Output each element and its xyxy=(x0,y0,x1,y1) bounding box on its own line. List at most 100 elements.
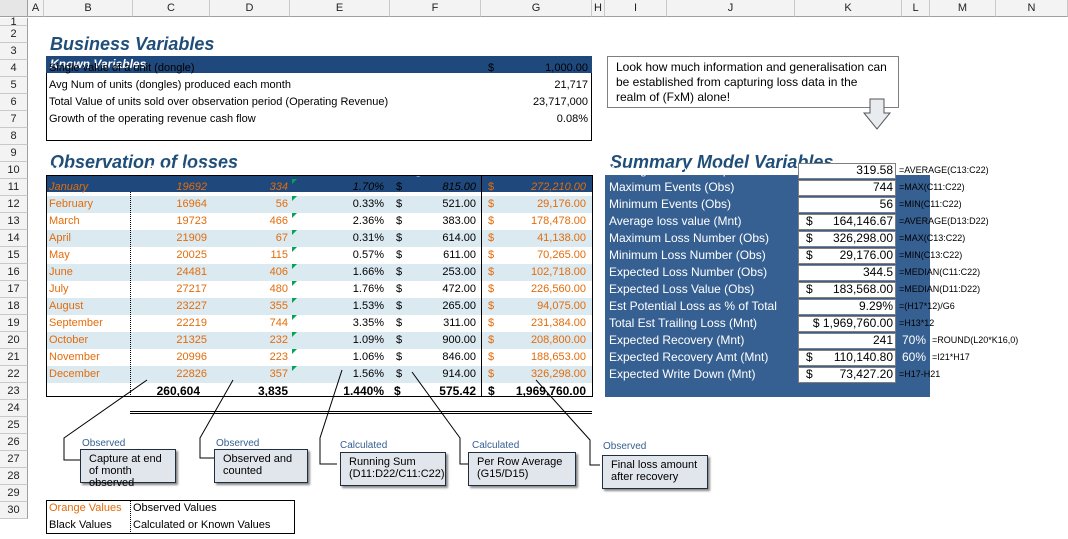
loss-events: 115 xyxy=(270,249,288,261)
row-header-30[interactable]: 30 xyxy=(0,502,28,519)
row-header-17[interactable]: 17 xyxy=(0,281,28,298)
summary-label: Expected Recovery (Mnt) xyxy=(609,333,745,347)
callout-box: Running Sum (D11:D22/C11:C22) xyxy=(340,452,446,486)
column-header-l[interactable]: L xyxy=(902,0,930,17)
loss-units: 20025 xyxy=(176,249,207,261)
row-header-27[interactable]: 27 xyxy=(0,451,28,468)
row-header-26[interactable]: 26 xyxy=(0,434,28,451)
loss-avg: 311.00 xyxy=(443,317,476,329)
loss-events: 480 xyxy=(269,283,288,295)
loss-currency: $ xyxy=(396,198,403,210)
row-header-3[interactable]: 3 xyxy=(0,43,28,60)
losses-table-border xyxy=(46,175,593,397)
loss-total: 94,075.00 xyxy=(537,300,586,312)
known-variables-box xyxy=(46,73,592,141)
column-header-k[interactable]: K xyxy=(795,0,902,17)
row-header-1[interactable]: 1 xyxy=(0,17,28,28)
row-header-25[interactable]: 25 xyxy=(0,417,28,434)
callout-tag: Calculated xyxy=(472,440,520,451)
column-header-h[interactable]: H xyxy=(592,0,605,17)
row-header-24[interactable]: 24 xyxy=(0,400,28,417)
loss-total: 326,298.00 xyxy=(530,368,586,380)
column-header-m[interactable]: M xyxy=(930,0,996,17)
error-indicator-icon xyxy=(292,349,297,354)
row-header-21[interactable]: 21 xyxy=(0,349,28,366)
row-header-6[interactable]: 6 xyxy=(0,94,28,111)
row-header-2[interactable]: 2 xyxy=(0,26,28,43)
loss-month: October xyxy=(49,334,89,346)
row-header-19[interactable]: 19 xyxy=(0,315,28,332)
row-header-23[interactable]: 23 xyxy=(0,383,28,400)
loss-currency: $ xyxy=(396,283,403,295)
loss-rate: 2.36% xyxy=(352,215,384,227)
loss-total: 272,210.00 xyxy=(530,181,586,193)
summary-value-cell xyxy=(798,214,896,230)
column-header-f[interactable]: F xyxy=(390,0,481,17)
losses-title: Observation of losses xyxy=(50,152,239,172)
summary-formula: =MAX(C13:C22) xyxy=(899,233,966,243)
loss-rate: 0.33% xyxy=(352,198,384,210)
loss-month: August xyxy=(49,300,84,312)
loss-currency: $ xyxy=(396,334,403,346)
summary-value: 9.29% xyxy=(858,299,893,313)
row-header-5[interactable]: 5 xyxy=(0,77,28,94)
row-header-28[interactable]: 28 xyxy=(0,468,28,485)
loss-avg: 611.00 xyxy=(443,249,476,261)
row-header-7[interactable]: 7 xyxy=(0,111,28,128)
error-indicator-icon xyxy=(292,179,297,184)
loss-events: 466 xyxy=(269,215,288,227)
select-all-corner[interactable] xyxy=(0,0,28,17)
loss-currency: $ xyxy=(396,249,403,261)
column-header-j[interactable]: J xyxy=(667,0,795,17)
column-header-a[interactable]: A xyxy=(28,0,44,17)
loss-total: 102,718.00 xyxy=(530,266,586,278)
row-band xyxy=(47,332,592,349)
summary-label: Average number lost per mnt xyxy=(609,163,764,177)
summary-formula: =MIN(C11:C22) xyxy=(899,199,962,209)
column-header-d[interactable]: D xyxy=(210,0,290,17)
total-currency: $ xyxy=(394,384,401,398)
row-header-9[interactable]: 9 xyxy=(0,145,28,162)
loss-currency2: $ xyxy=(488,232,495,244)
error-indicator-icon xyxy=(292,315,297,320)
row-header-10[interactable]: 10 xyxy=(0,162,28,179)
loss-events: 67 xyxy=(275,232,288,244)
row-header-14[interactable]: 14 xyxy=(0,230,28,247)
loss-currency: $ xyxy=(396,351,403,363)
summary-currency: $ xyxy=(806,248,813,262)
row-header-11[interactable]: 11 xyxy=(0,179,28,196)
column-header-i[interactable]: I xyxy=(605,0,667,17)
error-indicator-icon xyxy=(292,298,297,303)
loss-month: January xyxy=(49,181,89,193)
summary-value-cell xyxy=(798,299,896,315)
row-header-20[interactable]: 20 xyxy=(0,332,28,349)
row-header-29[interactable]: 29 xyxy=(0,485,28,502)
row-header-15[interactable]: 15 xyxy=(0,247,28,264)
error-indicator-icon xyxy=(292,366,297,371)
column-header-e[interactable]: E xyxy=(290,0,390,17)
row-header-16[interactable]: 16 xyxy=(0,264,28,281)
loss-currency2: $ xyxy=(488,283,495,295)
summary-extra: 60% xyxy=(902,350,927,364)
callout-tag: Observed xyxy=(603,441,647,452)
row-header-4[interactable]: 4 xyxy=(0,60,28,77)
summary-value-cell xyxy=(798,197,896,213)
column-header-c[interactable]: C xyxy=(133,0,210,17)
row-header-18[interactable]: 18 xyxy=(0,298,28,315)
row-header-22[interactable]: 22 xyxy=(0,366,28,383)
losses-header-2: Loss Events xyxy=(219,163,290,177)
callout-box: Observed and counted xyxy=(214,449,308,483)
business-row-value: 0.08% xyxy=(556,113,588,125)
row-header-13[interactable]: 13 xyxy=(0,213,28,230)
loss-currency2: $ xyxy=(488,300,495,312)
loss-units: 22826 xyxy=(176,368,207,380)
error-indicator-icon xyxy=(292,230,297,235)
column-header-b[interactable]: B xyxy=(44,0,133,17)
error-indicator-icon xyxy=(292,264,297,269)
row-header-8[interactable]: 8 xyxy=(0,128,28,145)
row-header-12[interactable]: 12 xyxy=(0,196,28,213)
loss-month: December xyxy=(49,368,100,380)
column-header-g[interactable]: G xyxy=(481,0,592,17)
total-rate: 1.440% xyxy=(343,384,384,398)
